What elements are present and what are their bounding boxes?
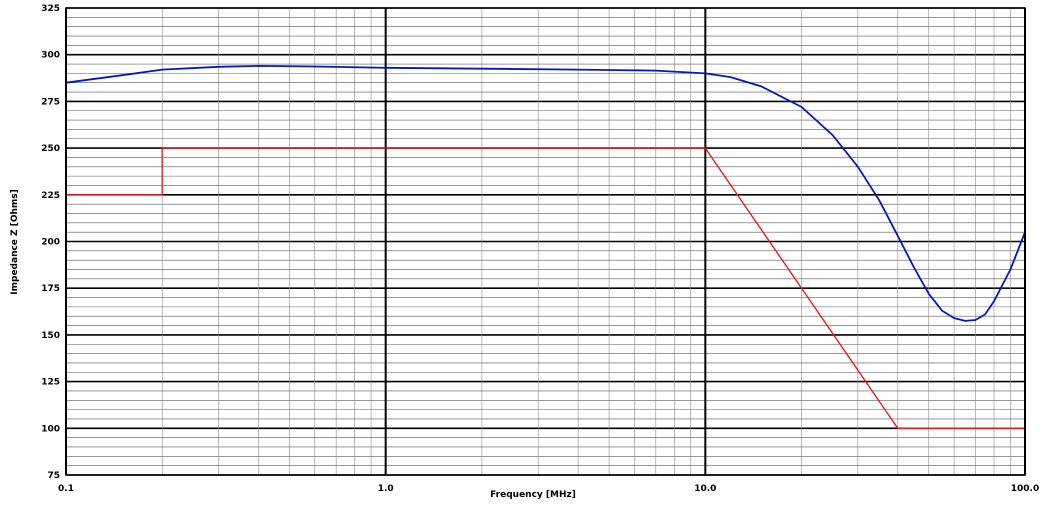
series-line-1 <box>65 65 1026 322</box>
y-axis-title: Impedance Z [Ohms] <box>10 189 20 294</box>
y-tick-label: 125 <box>41 378 60 388</box>
x-tick-label: 100.0 <box>1011 484 1039 494</box>
y-tick-label: 75 <box>47 471 60 481</box>
plot-frame <box>65 7 1026 476</box>
x-axis-title: Frequency [MHz] <box>490 490 576 500</box>
tick-labels: 75 100 125 150 175 200 225 250 275 300 325 0.1 1.0 10… <box>41 4 1039 494</box>
series-layer <box>65 65 1026 429</box>
y-tick-label: 225 <box>41 191 60 201</box>
y-tick-label: 200 <box>41 238 60 248</box>
y-tick-label: 175 <box>41 284 60 294</box>
y-tick-label: 275 <box>41 97 60 107</box>
x-tick-label: 1.0 <box>378 484 394 494</box>
x-tick-label: 10.0 <box>694 484 716 494</box>
x-tick-label: 0.1 <box>58 484 74 494</box>
y-tick-label: 325 <box>41 4 60 14</box>
y-tick-label: 250 <box>41 144 60 154</box>
y-tick-label: 100 <box>41 424 60 434</box>
series-line-2 <box>66 147 1025 429</box>
y-tick-label: 300 <box>41 51 60 61</box>
y-tick-label: 150 <box>41 331 60 341</box>
